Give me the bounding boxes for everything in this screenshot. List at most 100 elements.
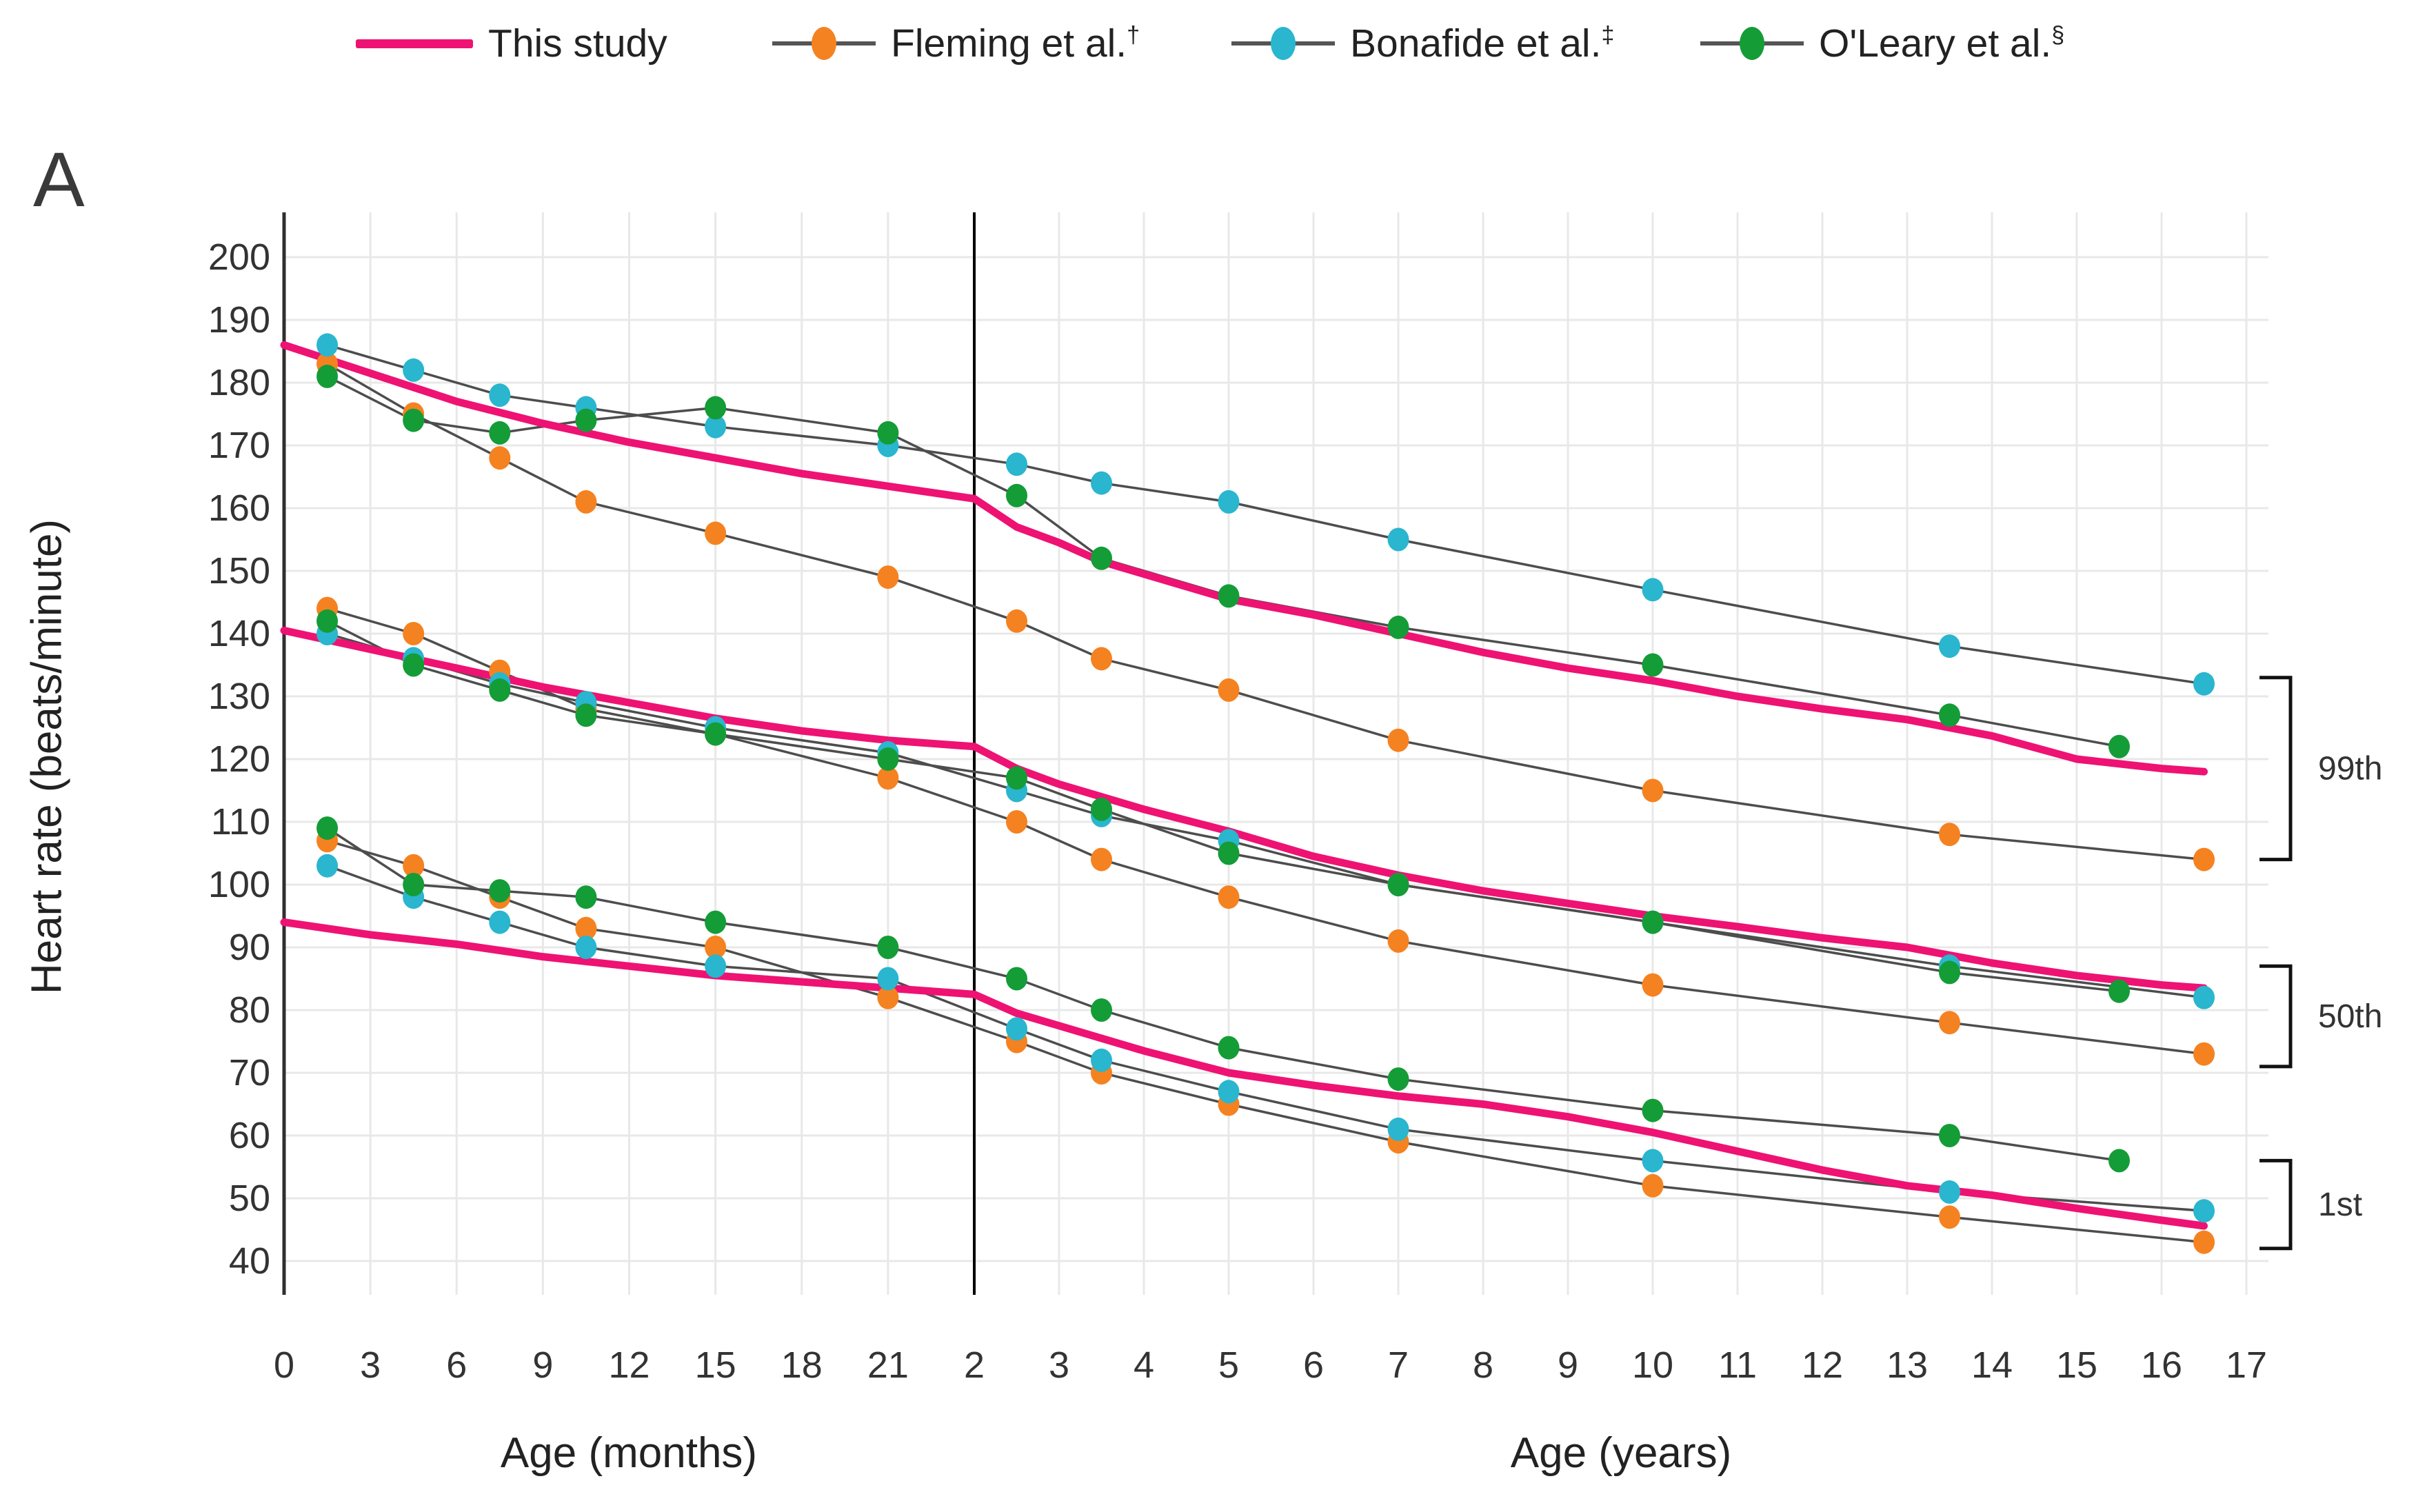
bonafide-p99-dot (1387, 527, 1409, 552)
fleming-p50-dot (1218, 885, 1240, 909)
x-tick-label-months: 3 (360, 1344, 381, 1386)
o'leary-p99-dot (575, 408, 597, 432)
legend-item-fleming[interactable]: Fleming et al.† (772, 18, 1140, 69)
x-tick-label-months: 6 (446, 1344, 467, 1386)
y-tick-label: 180 (208, 362, 270, 403)
y-tick-label: 130 (208, 676, 270, 717)
x-tick-label-months: 18 (781, 1344, 823, 1386)
x-tick-label-years: 12 (1802, 1344, 1843, 1386)
y-tick-label: 150 (208, 550, 270, 592)
bonafide-p99-dot (1218, 490, 1240, 514)
y-tick-label: 140 (208, 613, 270, 654)
fleming-p1-dot (2193, 1230, 2215, 1254)
bonafide-p1-dot (316, 854, 339, 878)
o'leary-p99-dot (403, 408, 425, 432)
bonafide-p1-dot (575, 936, 597, 959)
x-tick-label-years: 3 (1049, 1344, 1069, 1386)
x-tick-label-months: 21 (867, 1344, 909, 1386)
legend-sup: § (2051, 22, 2065, 48)
legend-sup: ‡ (1601, 22, 1615, 48)
fleming-p1-dot (1642, 1173, 1664, 1198)
y-tick-label: 160 (208, 487, 270, 529)
x-axis-title-months: Age (months) (500, 1429, 758, 1477)
fleming-p50-dot (1091, 847, 1112, 871)
o'leary-p1-dot (575, 885, 597, 909)
o'leary-p1-dot (1091, 998, 1112, 1022)
this-study-p99-line (280, 341, 2208, 776)
fleming-p99-dot (877, 565, 899, 589)
x-tick-label-years: 6 (1303, 1344, 1324, 1386)
bonafide-p99-dot (1642, 578, 1664, 602)
fleming-p99-dot (1091, 647, 1112, 671)
legend-item-oleary[interactable]: O'Leary et al.§ (1700, 18, 2064, 69)
o'leary-p1-dot (2108, 1149, 2130, 1173)
fleming-p50-dot (1642, 973, 1664, 997)
fleming-p50-dot (1939, 1011, 1960, 1035)
x-tick-label-years: 16 (2141, 1344, 2182, 1386)
bonafide-p1-dot (1091, 1048, 1112, 1072)
y-tick-label: 120 (208, 738, 270, 780)
o'leary-p50-connector-line (326, 620, 2120, 993)
y-tick-label: 100 (208, 864, 270, 905)
fleming-p99-dot (705, 521, 727, 545)
bonafide-p1-dot (1939, 1180, 1960, 1204)
legend-label: O'Leary et al.§ (1819, 21, 2065, 65)
this-study-p50-line (280, 626, 2208, 992)
o'leary-p50-dot (1642, 910, 1664, 934)
fleming-p99-dot (575, 490, 597, 514)
o'leary-p99-dot (316, 364, 339, 388)
legend-dot-marker (772, 27, 876, 60)
fleming-p99-dot (1006, 609, 1027, 633)
percentile-bracket-label: 99th (2318, 751, 2382, 787)
o'leary-p1-dot (1387, 1067, 1409, 1091)
y-tick-label: 110 (211, 801, 270, 843)
x-tick-label-months: 0 (274, 1344, 294, 1386)
bonafide-p99-dot (1091, 471, 1112, 495)
o'leary-p50-dot (1218, 841, 1240, 865)
y-tick-label: 90 (229, 927, 270, 968)
o'leary-p1-dot (1006, 967, 1027, 991)
o'leary-p50-dot (1387, 873, 1409, 896)
x-tick-label-months: 15 (695, 1344, 736, 1386)
bonafide-p1-dot (1218, 1080, 1240, 1104)
bonafide-p99-dot (403, 358, 425, 382)
legend-item-this-study[interactable]: This study (356, 18, 667, 69)
y-tick-label: 60 (229, 1115, 270, 1156)
legend-label: Bonafide et al.‡ (1350, 21, 1615, 65)
bonafide-p99-dot (1006, 452, 1027, 476)
this-study-p1-line (280, 918, 2208, 1230)
bonafide-p1-dot (877, 967, 899, 991)
bonafide-p1-dot (1006, 1017, 1027, 1041)
o'leary-p99-dot (877, 421, 899, 445)
fleming-p50-dot (403, 622, 425, 645)
fleming-p99-dot (1939, 823, 1960, 847)
percentile-bracket (2259, 1158, 2293, 1251)
bonafide-p1-dot (1642, 1149, 1664, 1173)
legend-item-bonafide[interactable]: Bonafide et al.‡ (1231, 18, 1614, 69)
x-tick-label-years: 9 (1558, 1344, 1578, 1386)
x-tick-label-years: 11 (1718, 1344, 1757, 1386)
legend-dot-marker (1231, 27, 1335, 60)
legend-sup: † (1127, 22, 1140, 48)
legend-line-marker (356, 39, 473, 48)
fleming-p50-dot (877, 766, 899, 790)
o'leary-p50-dot (575, 703, 597, 727)
y-tick-label: 70 (229, 1052, 270, 1093)
legend-dot-marker (1700, 27, 1804, 60)
x-tick-label-years: 7 (1388, 1344, 1409, 1386)
oleary-dot-icon (1740, 27, 1764, 60)
o'leary-p50-dot (489, 678, 511, 702)
o'leary-p99-dot (1642, 653, 1664, 677)
o'leary-p99-dot (1387, 615, 1409, 639)
o'leary-p50-dot (705, 722, 727, 746)
x-tick-label-years: 15 (2056, 1344, 2097, 1386)
y-tick-label: 80 (229, 989, 270, 1031)
percentile-bracket-label: 50th (2318, 998, 2382, 1035)
bonafide-p99-dot (705, 414, 727, 439)
legend-label: This study (488, 21, 667, 65)
x-tick-label-months: 9 (532, 1344, 553, 1386)
fleming-p1-dot (1939, 1205, 1960, 1229)
bonafide-p1-dot (705, 954, 727, 978)
